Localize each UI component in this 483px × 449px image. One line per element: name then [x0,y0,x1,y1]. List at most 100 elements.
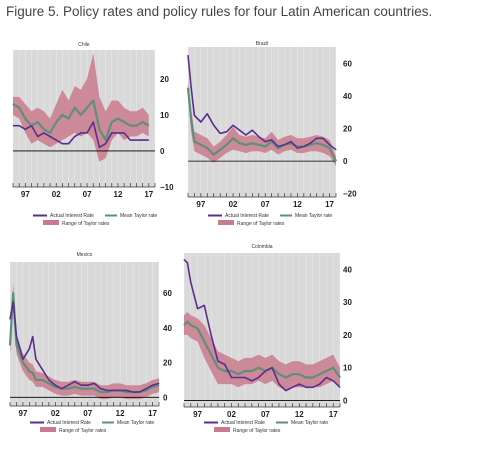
legend-swatch-range [40,427,56,432]
data-point-mean [309,144,311,146]
data-point-actual [232,124,234,126]
x-tick-label: 07 [261,410,270,419]
data-point-mean [113,389,115,391]
data-point-mean [139,391,140,393]
data-point-actual [190,282,192,283]
data-point-actual [136,139,137,141]
panel-title: Mexico [77,252,93,258]
data-point-actual [277,146,279,147]
y-tick-label: 20 [163,359,172,368]
panel-title: Chile [78,42,90,48]
data-point-mean [117,118,119,119]
data-point-actual [217,360,219,362]
y-tick-label: 0 [163,393,168,402]
data-point-actual [219,133,221,134]
x-tick-label: 97 [21,190,30,199]
data-point-mean [326,370,327,372]
data-point-actual [16,336,17,338]
data-point-mean [22,362,24,364]
data-point-actual [80,132,82,134]
data-point-actual [264,141,266,142]
data-point-actual [298,383,300,385]
data-point-actual [92,121,94,123]
data-point-actual [12,125,14,127]
data-point-mean [231,370,232,372]
data-point-actual [12,301,14,303]
data-point-actual [278,383,280,385]
data-point-actual [332,380,334,382]
data-point-actual [319,383,321,385]
data-point-actual [187,54,189,56]
data-point-mean [303,146,305,147]
legend-label-actual: Actual Interest Rate [50,213,94,219]
data-point-actual [292,386,293,388]
data-point-mean [132,391,134,393]
data-point-mean [245,144,247,146]
data-point-mean [86,107,88,109]
data-point-mean [190,324,192,326]
data-point-mean [292,373,293,375]
data-point-actual [67,384,69,386]
panel-title: Brazil [256,41,269,47]
y-tick-label: 40 [343,92,352,101]
data-point-mean [129,125,131,127]
y-tick-label: 0 [343,157,348,166]
data-point-mean [74,107,76,109]
x-tick-label: 02 [51,409,60,418]
chart-panel-colombia: Colombia 0 10 20 30 40 97 02 07 12 17 Actual Intere… [183,244,352,434]
data-point-mean [194,141,195,142]
data-point-actual [335,149,337,151]
data-point-actual [106,389,108,391]
data-point-actual [74,381,76,383]
x-tick-label: 02 [229,200,238,209]
legend-label-mean: Mean Taylor rate [295,213,332,219]
data-point-mean [335,160,337,162]
data-point-actual [329,144,330,146]
data-point-actual [22,358,24,360]
data-point-actual [339,386,341,388]
data-point-mean [284,144,285,146]
y-tick-label: 60 [343,59,352,68]
legend-label-mean: Mean Taylor rate [120,213,157,219]
legend-label-mean: Mean Taylor rate [291,420,328,426]
data-point-actual [190,87,192,89]
data-point-mean [244,370,246,372]
data-point-mean [158,384,160,386]
data-point-mean [197,327,198,329]
legend-swatch-range [218,220,234,225]
legend-label-range: Range of Taylor rates [233,428,281,434]
data-point-mean [136,125,137,127]
data-point-actual [41,369,43,370]
data-point-actual [322,137,324,139]
data-point-mean [186,321,188,323]
data-point-actual [194,115,195,116]
data-point-mean [319,373,321,375]
data-point-mean [190,119,192,121]
x-tick-label: 17 [325,200,334,209]
data-point-actual [35,358,37,360]
data-point-mean [258,144,260,146]
data-point-actual [271,139,273,141]
data-point-mean [322,144,324,146]
data-point-actual [49,136,51,137]
data-point-mean [278,373,280,375]
data-point-mean [239,142,240,144]
data-point-mean [32,372,34,374]
data-point-mean [271,141,273,142]
data-point-mean [237,373,239,375]
y-tick-label: 0 [160,147,165,156]
data-point-actual [24,128,26,130]
data-point-actual [29,348,30,350]
y-tick-label: 20 [343,331,352,340]
data-point-actual [148,139,150,141]
data-point-mean [148,125,150,127]
y-tick-label: 10 [160,111,169,120]
data-point-actual [285,390,287,392]
data-point-mean [54,386,56,388]
data-point-mean [152,386,153,388]
data-point-actual [123,132,125,134]
data-point-actual [200,121,202,123]
legend-swatch-range [214,427,230,432]
x-tick-label: 17 [148,409,157,418]
x-tick-label: 97 [196,200,205,209]
